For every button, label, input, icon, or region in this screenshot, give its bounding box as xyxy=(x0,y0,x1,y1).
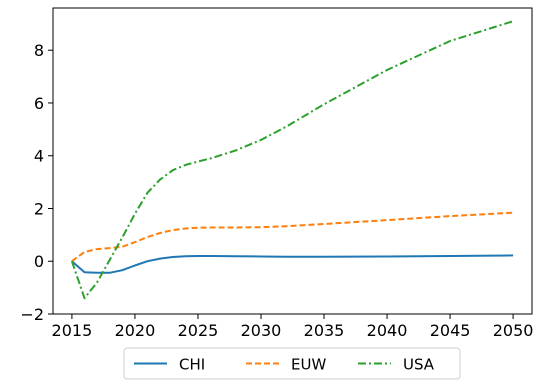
x-tick-label: 2040 xyxy=(367,321,408,340)
x-tick-label: 2030 xyxy=(241,321,282,340)
x-tick-label: 2050 xyxy=(493,321,534,340)
series-line-0 xyxy=(71,254,514,274)
y-tick-label: 2 xyxy=(34,199,44,218)
plot-area xyxy=(70,20,514,300)
y-tick-label: −2 xyxy=(20,305,44,324)
legend-box xyxy=(123,347,461,380)
series-line-1 xyxy=(71,211,514,263)
y-tick-label: 4 xyxy=(34,147,44,166)
legend-label-0: CHI xyxy=(179,356,205,374)
x-tick-label: 2015 xyxy=(52,321,93,340)
x-tick-label: 2045 xyxy=(430,321,471,340)
x-axis: 2015 2020 2025 2030 2035 2040 2045 2050 xyxy=(52,314,534,340)
x-tick-label: 2025 xyxy=(178,321,219,340)
y-tick-label: 8 xyxy=(34,41,44,60)
legend: CHI EUW USA xyxy=(123,347,461,380)
plot-frame xyxy=(52,7,533,315)
y-tick-label: 6 xyxy=(34,94,44,113)
y-tick-label: 0 xyxy=(34,252,44,271)
x-tick-label: 2035 xyxy=(304,321,345,340)
legend-label-2: USA xyxy=(403,356,435,374)
legend-label-1: EUW xyxy=(291,356,326,374)
x-tick-label: 2020 xyxy=(115,321,156,340)
y-axis: −2 0 2 4 6 8 xyxy=(20,41,53,324)
series-line-2 xyxy=(70,20,514,300)
